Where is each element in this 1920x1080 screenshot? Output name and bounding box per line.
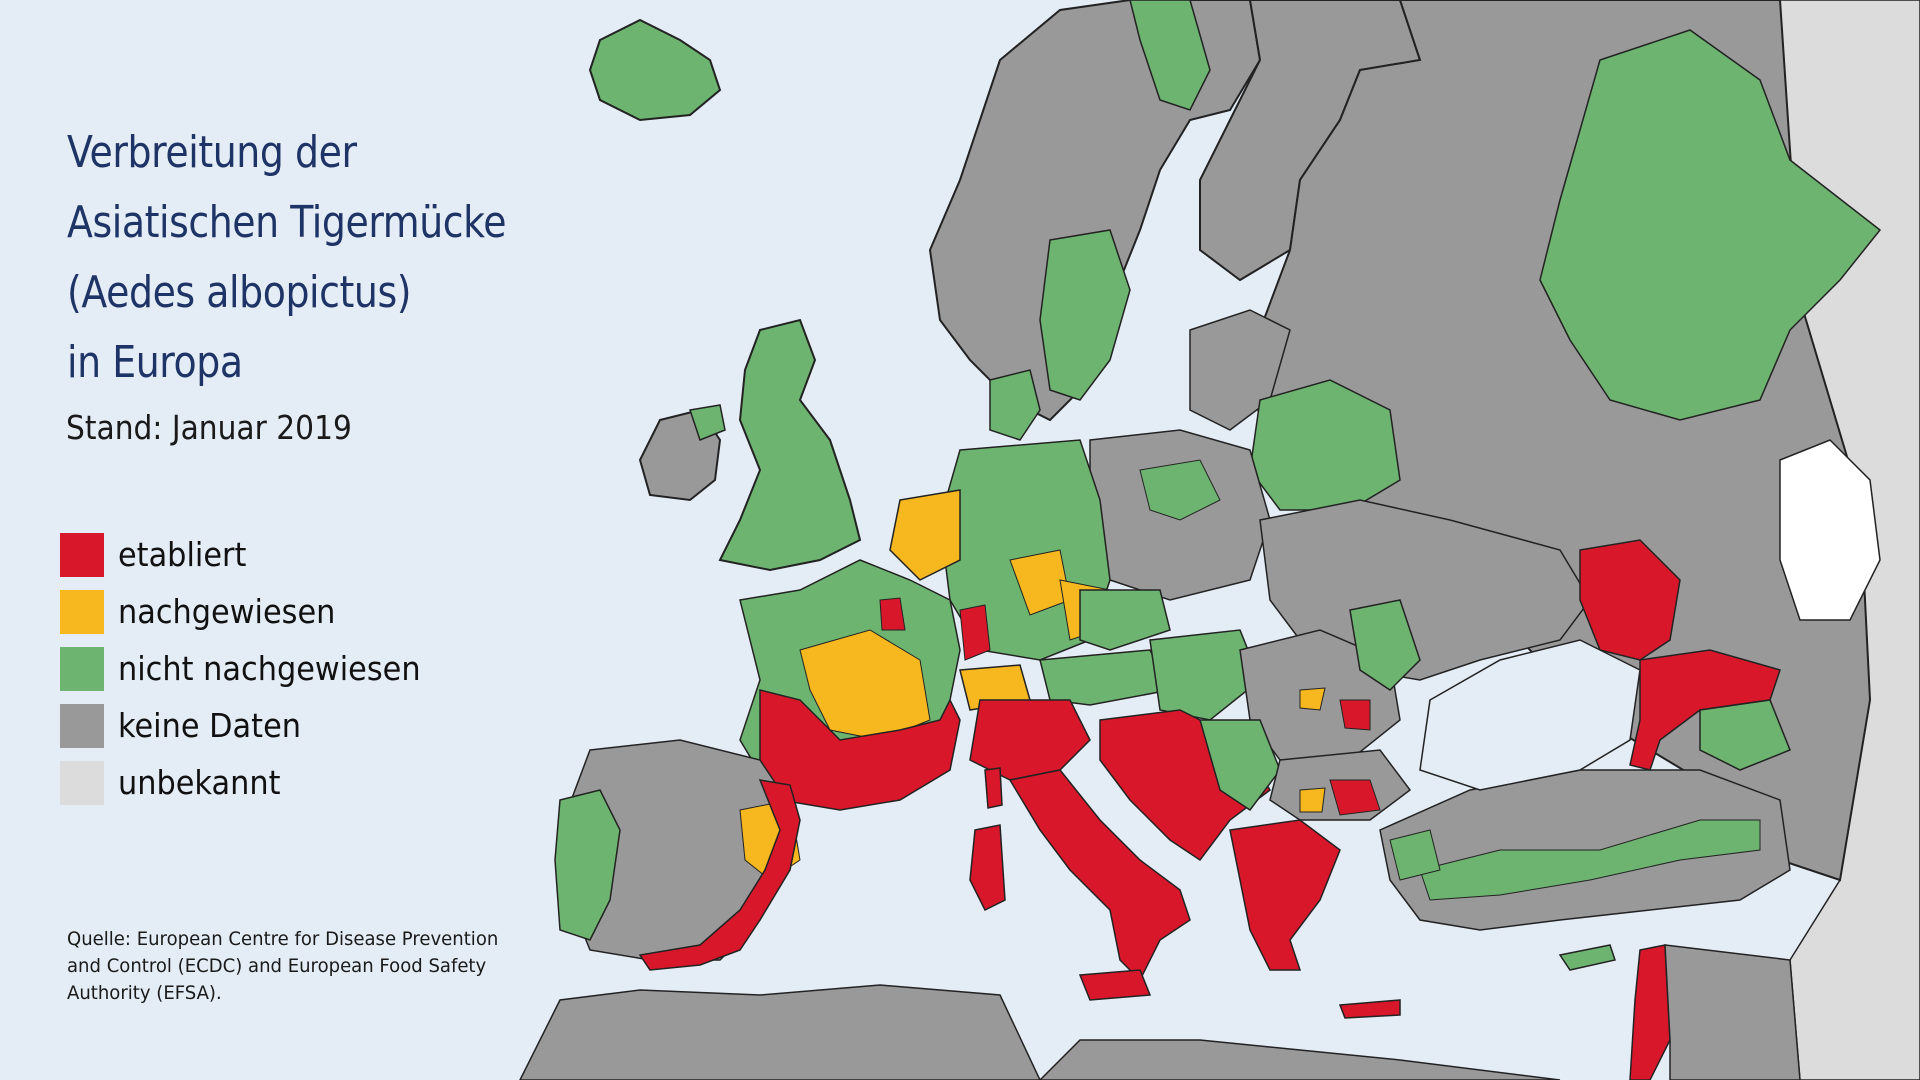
- region-caucasus-red: [1629, 649, 1781, 771]
- region-russia-green: [1539, 29, 1882, 421]
- region-crete: [1338, 999, 1401, 1019]
- region-portugal: [554, 789, 621, 941]
- region-norway-north-green: [1129, 0, 1211, 111]
- region-northern-ireland: [689, 404, 726, 441]
- region-moldova: [1349, 599, 1421, 691]
- legend-label: nicht nachgewiesen: [118, 649, 421, 688]
- legend-swatch: [60, 532, 104, 577]
- source-line: Quelle: European Centre for Disease Prev…: [67, 928, 499, 950]
- region-crimea-red: [1579, 539, 1681, 661]
- title-line: Verbreitung der: [67, 127, 357, 178]
- legend-item-established: etabliert: [60, 526, 447, 583]
- region-bulgaria-yellow: [1299, 787, 1326, 813]
- legend-item-no-data: keine Daten: [60, 697, 447, 754]
- region-czech: [1079, 589, 1171, 651]
- region-germany-red: [959, 604, 991, 661]
- caspian-sea: [1779, 439, 1881, 621]
- region-north-africa: [519, 984, 1041, 1080]
- title-line: Asiatischen Tigermücke: [67, 197, 507, 248]
- legend-swatch: [60, 703, 104, 748]
- status-date: Stand: Januar 2019: [66, 408, 352, 447]
- map-title: Verbreitung der Asiatischen Tigermücke (…: [67, 118, 507, 398]
- region-iceland: [588, 18, 722, 122]
- region-italy-boot: [1008, 769, 1191, 982]
- region-great-britain: [718, 318, 862, 572]
- title-line: in Europa: [67, 337, 243, 388]
- region-sicily: [1078, 969, 1152, 1001]
- region-denmark: [989, 369, 1041, 441]
- legend-swatch: [60, 646, 104, 691]
- legend-item-not-detected: nicht nachgewiesen: [60, 640, 447, 697]
- region-austria: [1039, 649, 1172, 706]
- region-spain-red-coast: [638, 779, 801, 971]
- region-benelux: [889, 489, 961, 581]
- legend-label: unbekannt: [118, 763, 281, 802]
- region-hungary: [1149, 629, 1261, 721]
- black-sea: [1419, 639, 1641, 791]
- legend-label: keine Daten: [118, 706, 301, 745]
- region-turkey-green-coast: [1419, 819, 1761, 901]
- region-sardinia: [969, 824, 1006, 912]
- legend-swatch: [60, 760, 104, 805]
- source-note: Quelle: European Centre for Disease Prev…: [67, 926, 504, 1007]
- title-line: (Aedes albopictus): [67, 267, 412, 318]
- source-line: and Control (ECDC) and European Food Saf…: [67, 955, 487, 977]
- region-turkey-green-west: [1389, 829, 1441, 881]
- region-romania-yellow: [1299, 687, 1326, 711]
- region-cyprus: [1558, 944, 1616, 971]
- region-france-red-north: [879, 597, 906, 631]
- region-sweden-green: [1039, 229, 1131, 401]
- source-line: Authority (EFSA).: [67, 982, 222, 1004]
- legend-panel: Verbreitung der Asiatischen Tigermücke (…: [0, 0, 560, 1080]
- region-serbia: [1199, 719, 1281, 812]
- legend-item-unknown: unbekannt: [60, 754, 447, 811]
- legend-swatch: [60, 589, 104, 634]
- region-greece: [1229, 819, 1341, 971]
- legend-item-detected: nachgewiesen: [60, 583, 447, 640]
- legend: etabliert nachgewiesen nicht nachgewiese…: [60, 526, 447, 811]
- region-north-africa-east: [1038, 1039, 1561, 1080]
- region-romania-red: [1339, 699, 1371, 731]
- region-levant-grey: [1664, 944, 1801, 1080]
- region-corsica: [984, 767, 1003, 809]
- legend-label: nachgewiesen: [118, 592, 336, 631]
- region-poland-green: [1139, 459, 1221, 521]
- region-bulgaria-red: [1329, 779, 1381, 816]
- region-georgia-green: [1699, 699, 1791, 771]
- region-ukraine: [1259, 499, 1591, 681]
- legend-label: etabliert: [118, 535, 247, 574]
